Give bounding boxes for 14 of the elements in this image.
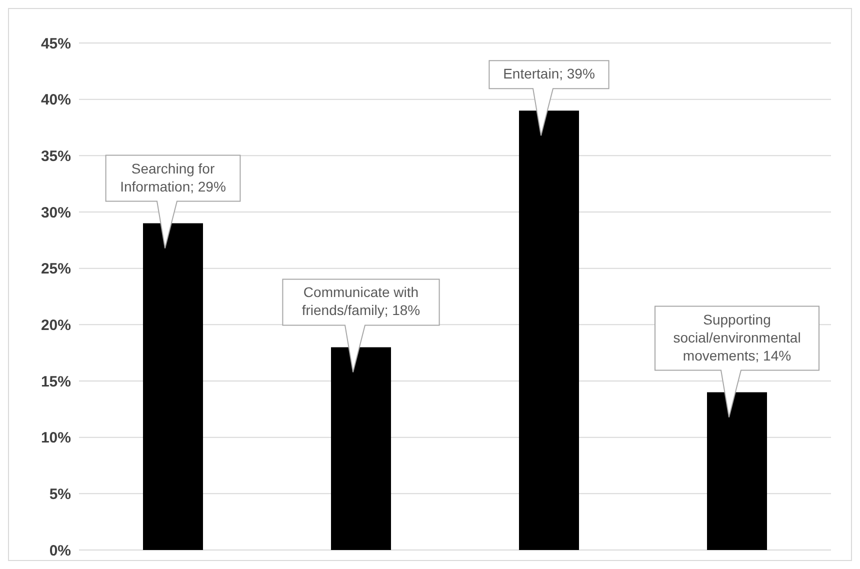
- y-tick-label: 35%: [40, 148, 71, 165]
- y-tick-label: 15%: [40, 373, 71, 390]
- data-label: Supporting social/environmental movements; 14%: [673, 311, 801, 364]
- data-label: Searching for Information; 29%: [120, 160, 226, 194]
- data-label: Communicate with friends/family; 18%: [302, 284, 420, 318]
- y-tick-label: 25%: [40, 260, 71, 278]
- y-tick-label: 0%: [49, 542, 71, 560]
- y-tick-label: 45%: [40, 35, 71, 52]
- y-tick-label: 10%: [40, 430, 71, 447]
- y-tick-label: 5%: [49, 486, 71, 503]
- data-label: Entertain; 39%: [503, 66, 595, 82]
- y-tick-label: 30%: [40, 204, 71, 222]
- y-tick-label: 40%: [40, 92, 71, 109]
- y-tick-label: 20%: [40, 316, 71, 334]
